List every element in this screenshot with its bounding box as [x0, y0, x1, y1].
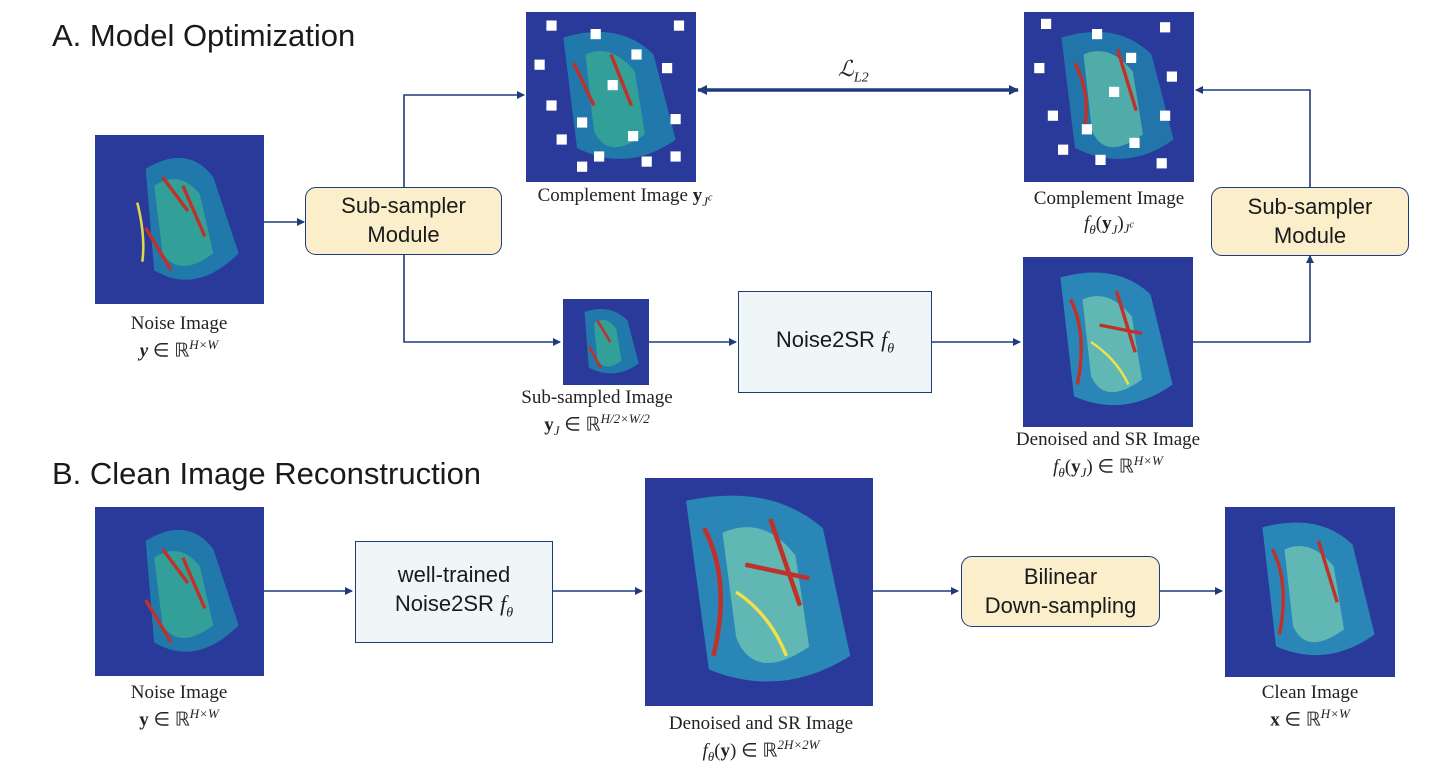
- well-trained-line2: Noise2SR: [394, 591, 494, 616]
- caption-complement-right: Complement Image fθ(yJ)Jc: [1033, 188, 1185, 237]
- caption-noise-image-b: Noise Image y ∈ ℝH×W: [130, 682, 228, 731]
- well-trained-noise2sr-box: well-trained Noise2SR fθ: [355, 541, 553, 643]
- noise2sr-label: Noise2SR: [775, 326, 875, 352]
- caption-clean-image: Clean Image x ∈ ℝH×W: [1261, 682, 1359, 731]
- denoised-sr-image-a: [1023, 257, 1193, 427]
- arrow-denoised-to-subsampler: [1193, 255, 1314, 343]
- noise-image-a: [95, 135, 264, 304]
- l2-loss-label: ℒL2: [838, 56, 869, 86]
- subsampler-right-line1: Sub-sampler: [1247, 193, 1373, 219]
- well-trained-line1: well-trained: [397, 562, 511, 588]
- subsampler-right-line2: Module: [1273, 222, 1347, 248]
- caption-complement-left: Complement Image yJc: [537, 185, 713, 209]
- bilinear-line2: Down-sampling: [984, 592, 1137, 618]
- arrow-subsampler-to-subsampled: [403, 255, 561, 346]
- arrow-subsampler-to-complement-right: [1195, 86, 1311, 187]
- subsampler-left-line2: Module: [367, 222, 440, 247]
- subsampler-module-left: Sub-sampler Module: [305, 187, 502, 255]
- section-b-heading: B. Clean Image Reconstruction: [52, 456, 482, 491]
- bilinear-line1: Bilinear: [1023, 563, 1098, 589]
- section-a-heading: A. Model Optimization: [52, 18, 356, 53]
- complement-image-left: [526, 12, 696, 182]
- clean-image: [1225, 507, 1395, 677]
- denoised-sr-image-b: [645, 478, 873, 706]
- noise2sr-box: Noise2SR fθ: [738, 291, 932, 393]
- caption-subsampled: Sub-sampled Image yJ ∈ ℝH/2×W/2: [521, 387, 673, 438]
- subsampler-module-right: Sub-sampler Module: [1211, 187, 1409, 256]
- arrow-subsampler-to-complement: [403, 91, 525, 187]
- caption-noise-image-a: Noise Image y ∈ ℝH×W: [130, 313, 228, 362]
- bilinear-downsampling-box: Bilinear Down-sampling: [961, 556, 1160, 627]
- subsampled-image: [563, 299, 649, 385]
- caption-denoised-a: Denoised and SR Image fθ(yJ) ∈ ℝH×W: [1015, 429, 1201, 480]
- subsampler-left-line1: Sub-sampler: [341, 193, 466, 219]
- caption-denoised-b: Denoised and SR Image fθ(y) ∈ ℝ2H×2W: [668, 713, 854, 764]
- complement-image-right: [1024, 12, 1194, 182]
- noise-image-b: [95, 507, 264, 676]
